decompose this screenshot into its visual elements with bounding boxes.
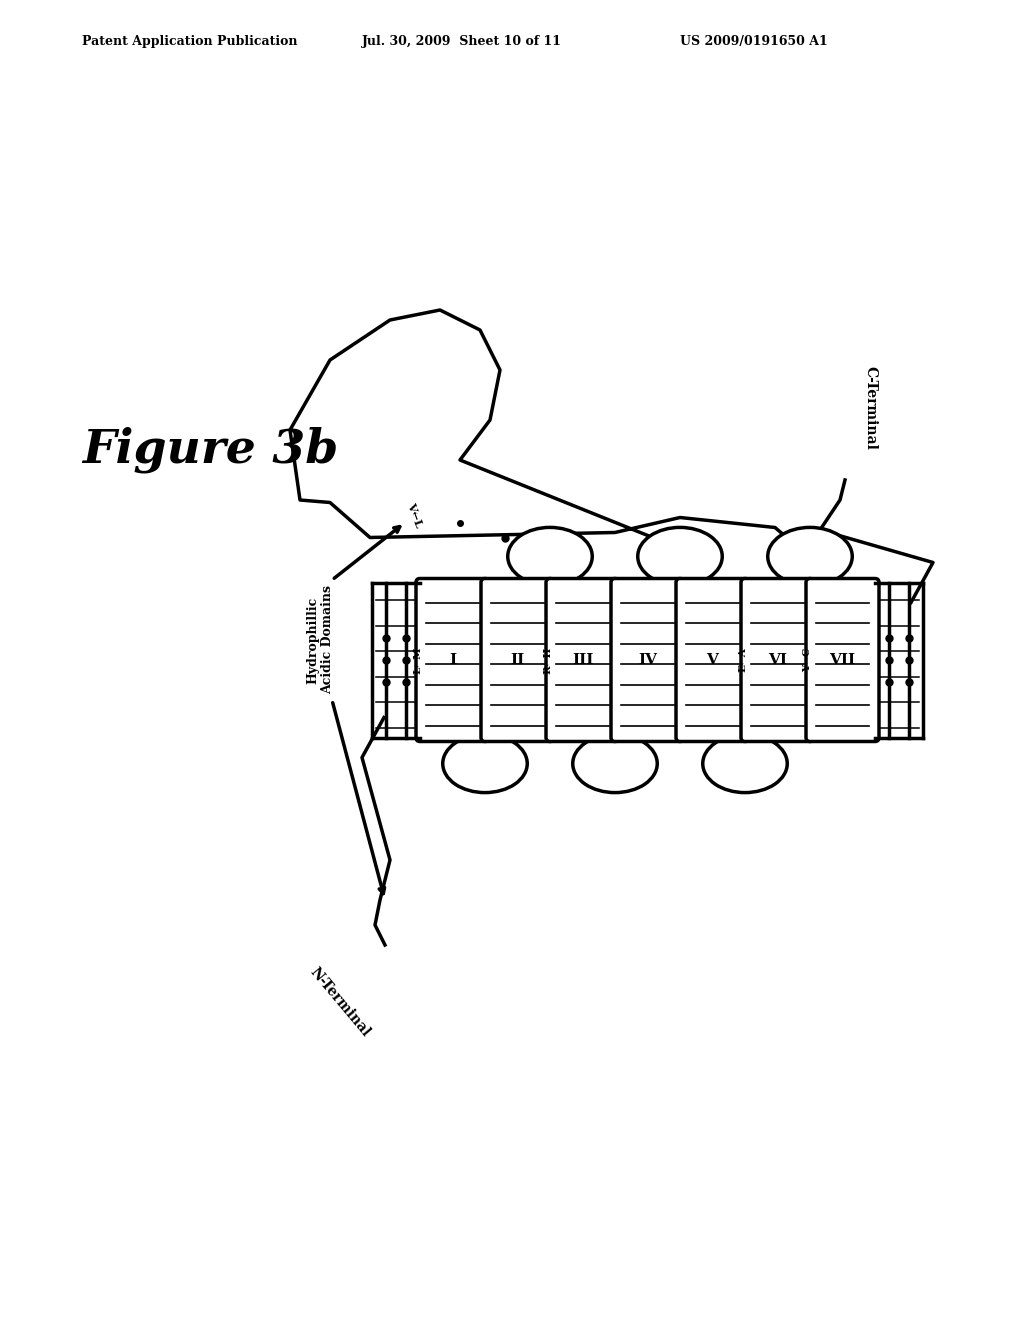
Text: II: II	[510, 653, 524, 667]
Text: III: III	[571, 653, 593, 667]
Text: V←L: V←L	[406, 500, 425, 528]
Text: US 2009/0191650 A1: US 2009/0191650 A1	[680, 36, 827, 48]
Text: N-Terminal: N-Terminal	[307, 965, 373, 1039]
Ellipse shape	[442, 735, 527, 792]
Text: VI: VI	[768, 653, 787, 667]
Ellipse shape	[702, 735, 787, 792]
FancyBboxPatch shape	[611, 578, 684, 742]
Text: L←M: L←M	[413, 647, 422, 673]
Text: VII: VII	[829, 653, 856, 667]
Text: Patent Application Publication: Patent Application Publication	[82, 36, 298, 48]
Text: E←A: E←A	[738, 648, 746, 672]
Text: IV: IV	[638, 653, 657, 667]
FancyBboxPatch shape	[416, 578, 489, 742]
Ellipse shape	[638, 528, 722, 585]
Text: Y←C: Y←C	[803, 648, 812, 672]
Text: V: V	[707, 653, 719, 667]
Text: C-Terminal: C-Terminal	[863, 366, 877, 450]
Text: R←H: R←H	[543, 647, 552, 673]
Ellipse shape	[768, 528, 852, 585]
Ellipse shape	[508, 528, 592, 585]
FancyBboxPatch shape	[546, 578, 618, 742]
FancyBboxPatch shape	[806, 578, 879, 742]
Text: Hydrophillic
Acidic Domains: Hydrophillic Acidic Domains	[306, 586, 334, 694]
Text: I: I	[449, 653, 456, 667]
Ellipse shape	[572, 735, 657, 792]
FancyBboxPatch shape	[741, 578, 814, 742]
Text: Figure 3b: Figure 3b	[82, 426, 338, 474]
FancyBboxPatch shape	[481, 578, 554, 742]
FancyBboxPatch shape	[676, 578, 749, 742]
Text: Jul. 30, 2009  Sheet 10 of 11: Jul. 30, 2009 Sheet 10 of 11	[362, 36, 562, 48]
